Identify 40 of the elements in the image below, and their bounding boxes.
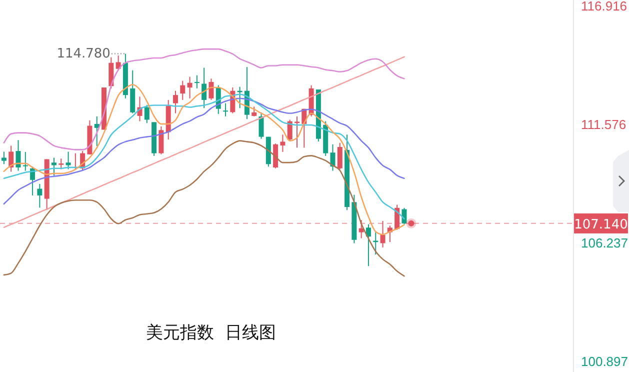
y-tick-label: 111.576 — [581, 117, 626, 132]
ref-line-label: 107.140 — [574, 217, 628, 232]
candlestick — [66, 151, 71, 170]
y-tick-label: 100.897 — [581, 354, 628, 370]
candlestick — [402, 207, 407, 225]
annotation: 114.780 — [56, 46, 110, 62]
candlestick — [380, 220, 386, 248]
candlestick — [130, 70, 136, 114]
candlestick — [172, 90, 178, 114]
candlestick — [194, 74, 200, 89]
candlestick — [208, 78, 214, 100]
candlestick — [187, 76, 192, 99]
candlestick — [144, 104, 150, 124]
line-series — [3, 48, 405, 150]
candlestick — [16, 140, 21, 172]
candlestick — [280, 134, 286, 152]
y-tick-label: 106.237 — [581, 236, 628, 251]
candlestick — [8, 145, 14, 172]
candlestick — [202, 67, 207, 109]
candlestick — [22, 151, 28, 172]
candlestick — [1, 151, 6, 165]
candlestick — [108, 56, 114, 89]
line-series — [3, 140, 405, 277]
candlestick — [330, 144, 336, 172]
candlestick — [366, 224, 371, 267]
text: 美元指数 日线图 — [146, 323, 276, 343]
candlestick — [180, 80, 186, 100]
y-tick-label: 116.916 — [581, 0, 628, 14]
candlestick — [51, 157, 56, 176]
candlestick — [252, 106, 257, 117]
candlestick — [294, 116, 300, 148]
line-series — [3, 56, 405, 228]
candlestick — [337, 142, 342, 170]
candlestick — [258, 112, 264, 140]
candlestick — [373, 232, 378, 256]
candlestick — [358, 220, 364, 239]
candlestick — [223, 102, 228, 117]
candlestick — [158, 126, 164, 155]
candlestick — [37, 183, 42, 208]
candlestick — [273, 142, 278, 169]
